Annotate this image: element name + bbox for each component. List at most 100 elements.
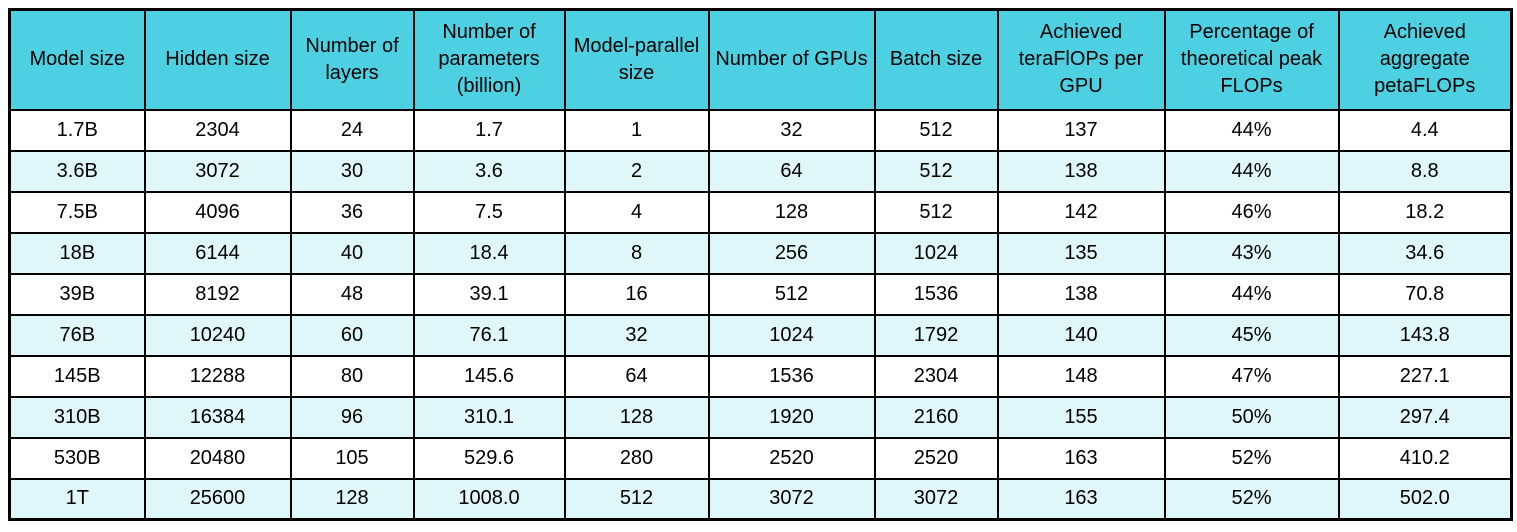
table-cell: 39.1 — [412, 272, 566, 316]
table-cell: 512 — [707, 272, 876, 316]
column-header: Percentage of theoretical peak FLOPs — [1163, 8, 1340, 111]
table-row: 1.7B 2304 24 1.7 1 32 512 137 44% 4.4 — [8, 108, 1513, 152]
table-cell: 18B — [8, 231, 146, 275]
table-cell: 140 — [996, 313, 1166, 357]
table-row: 3.6B 3072 30 3.6 2 64 512 138 44% 8.8 — [8, 149, 1513, 193]
table-row: 145B 12288 80 145.6 64 1536 2304 148 47% 227.1 — [8, 354, 1513, 398]
table-cell: 105 — [289, 436, 415, 480]
table-cell: 128 — [707, 190, 876, 234]
table-cell: 2304 — [873, 354, 999, 398]
table-cell: 20480 — [143, 436, 292, 480]
table-cell: 3072 — [707, 477, 876, 521]
model-scaling-table: Model size Hidden size Number of layers Num… — [8, 8, 1513, 521]
table-cell: 36 — [289, 190, 415, 234]
table-cell: 502.0 — [1337, 477, 1513, 521]
table-cell: 50% — [1163, 395, 1340, 439]
table-cell: 297.4 — [1337, 395, 1513, 439]
table-cell: 530B — [8, 436, 146, 480]
table-cell: 310.1 — [412, 395, 566, 439]
table-cell: 3.6B — [8, 149, 146, 193]
table-cell: 3072 — [143, 149, 292, 193]
table-cell: 145B — [8, 354, 146, 398]
column-header: Number of parameters (billion) — [412, 8, 566, 111]
table-cell: 1T — [8, 477, 146, 521]
table-cell: 1024 — [873, 231, 999, 275]
table-cell: 30 — [289, 149, 415, 193]
table-cell: 24 — [289, 108, 415, 152]
table-cell: 2 — [563, 149, 710, 193]
column-header: Hidden size — [143, 8, 292, 111]
table-cell: 34.6 — [1337, 231, 1513, 275]
table-cell: 16384 — [143, 395, 292, 439]
table-header: Model size Hidden size Number of layers Num… — [8, 8, 1513, 111]
column-header: Batch size — [873, 8, 999, 111]
table-cell: 3072 — [873, 477, 999, 521]
table-cell: 4096 — [143, 190, 292, 234]
table-cell: 142 — [996, 190, 1166, 234]
column-header: Model-parallel size — [563, 8, 710, 111]
table-cell: 1 — [563, 108, 710, 152]
table-cell: 6144 — [143, 231, 292, 275]
table-cell: 32 — [707, 108, 876, 152]
table-cell: 163 — [996, 436, 1166, 480]
column-header: Model size — [8, 8, 146, 111]
table-cell: 3.6 — [412, 149, 566, 193]
column-header: Number of GPUs — [707, 8, 876, 111]
table-cell: 40 — [289, 231, 415, 275]
table-cell: 60 — [289, 313, 415, 357]
table-cell: 1920 — [707, 395, 876, 439]
table-cell: 1024 — [707, 313, 876, 357]
table-cell: 138 — [996, 272, 1166, 316]
table-row: 7.5B 4096 36 7.5 4 128 512 142 46% 18.2 — [8, 190, 1513, 234]
table-cell: 155 — [996, 395, 1166, 439]
table-cell: 512 — [873, 190, 999, 234]
table-cell: 10240 — [143, 313, 292, 357]
table-cell: 1536 — [873, 272, 999, 316]
table-cell: 4 — [563, 190, 710, 234]
table-cell: 280 — [563, 436, 710, 480]
table-cell: 145.6 — [412, 354, 566, 398]
table-cell: 512 — [873, 108, 999, 152]
table-row: 1T 25600 128 1008.0 512 3072 3072 163 52% 502.0 — [8, 477, 1513, 521]
table-cell: 8 — [563, 231, 710, 275]
table-cell: 47% — [1163, 354, 1340, 398]
table-cell: 64 — [707, 149, 876, 193]
table-cell: 2520 — [873, 436, 999, 480]
table-cell: 512 — [563, 477, 710, 521]
table-cell: 143.8 — [1337, 313, 1513, 357]
table-cell: 46% — [1163, 190, 1340, 234]
table-cell: 1.7B — [8, 108, 146, 152]
table-cell: 32 — [563, 313, 710, 357]
table-cell: 8.8 — [1337, 149, 1513, 193]
column-header: Achieved teraFlOPs per GPU — [996, 8, 1166, 111]
table-cell: 64 — [563, 354, 710, 398]
table-cell: 12288 — [143, 354, 292, 398]
column-header: Number of layers — [289, 8, 415, 111]
table-cell: 2520 — [707, 436, 876, 480]
table-cell: 256 — [707, 231, 876, 275]
table-cell: 7.5B — [8, 190, 146, 234]
table-cell: 1792 — [873, 313, 999, 357]
table-cell: 76.1 — [412, 313, 566, 357]
table-cell: 70.8 — [1337, 272, 1513, 316]
table-cell: 52% — [1163, 436, 1340, 480]
table-cell: 18.4 — [412, 231, 566, 275]
table-cell: 25600 — [143, 477, 292, 521]
table-cell: 18.2 — [1337, 190, 1513, 234]
table-cell: 8192 — [143, 272, 292, 316]
table-cell: 163 — [996, 477, 1166, 521]
table-cell: 529.6 — [412, 436, 566, 480]
table-cell: 52% — [1163, 477, 1340, 521]
table-row: 39B 8192 48 39.1 16 512 1536 138 44% 70.8 — [8, 272, 1513, 316]
table-body: 1.7B 2304 24 1.7 1 32 512 137 44% 4.4 3.6B 3072 30 3.… — [8, 108, 1513, 521]
table-cell: 1.7 — [412, 108, 566, 152]
table-cell: 138 — [996, 149, 1166, 193]
table-cell: 310B — [8, 395, 146, 439]
table-row: 18B 6144 40 18.4 8 256 1024 135 43% 34.6 — [8, 231, 1513, 275]
table-cell: 80 — [289, 354, 415, 398]
table-cell: 45% — [1163, 313, 1340, 357]
table-cell: 1008.0 — [412, 477, 566, 521]
column-header: Achieved aggregate petaFLOPs — [1337, 8, 1513, 111]
table-row: 76B 10240 60 76.1 32 1024 1792 140 45% 143.8 — [8, 313, 1513, 357]
table-cell: 39B — [8, 272, 146, 316]
